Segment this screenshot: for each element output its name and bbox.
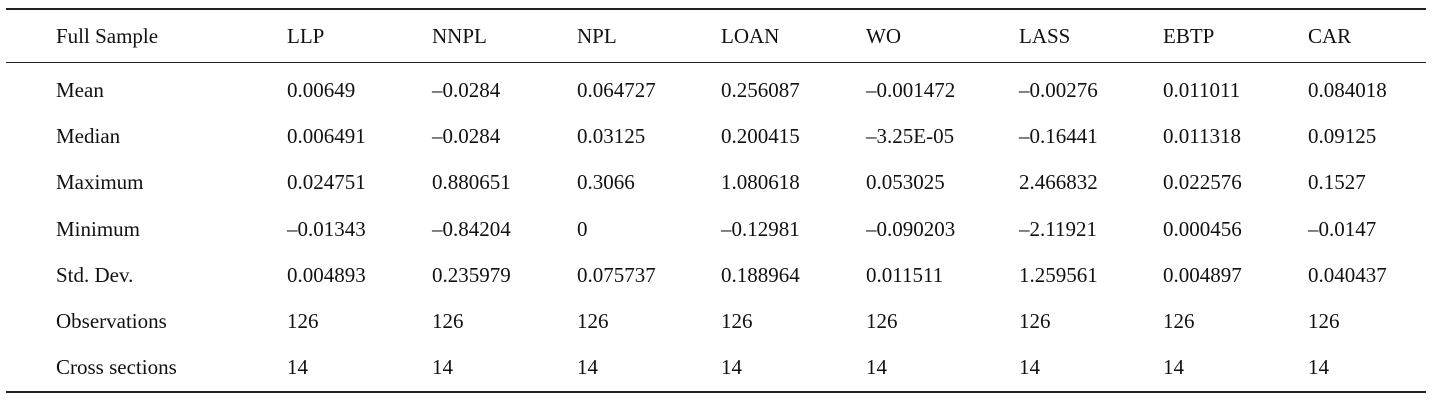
row-label: Observations: [56, 309, 167, 334]
table-cell: 1.080618: [721, 170, 800, 195]
row-label: Cross sections: [56, 355, 177, 380]
table-cell: 0.000456: [1163, 216, 1242, 241]
table-cell: 14: [1163, 355, 1184, 380]
table-cell: 0.064727: [577, 77, 656, 102]
table-cell: 126: [721, 309, 753, 334]
table-row-cross-sections: Cross sections 14 14 14 14 14 14 14 14: [6, 345, 1426, 393]
header-nnpl: NNPL: [432, 23, 487, 48]
summary-statistics-table: Full Sample LLP NNPL NPL LOAN WO LASS EB…: [6, 8, 1426, 393]
row-label: Std. Dev.: [56, 262, 134, 287]
summary-statistics-table-container: Full Sample LLP NNPL NPL LOAN WO LASS EB…: [6, 8, 1426, 393]
table-cell: 0.084018: [1308, 77, 1387, 102]
header-full-sample: Full Sample: [56, 23, 159, 48]
table-cell: 126: [287, 309, 319, 334]
table-cell: 0.880651: [432, 170, 511, 195]
table-cell: 14: [866, 355, 887, 380]
table-cell: 0.011511: [866, 262, 944, 287]
table-cell: 0: [577, 216, 588, 241]
table-cell: 14: [287, 355, 308, 380]
table-cell: 0.09125: [1308, 123, 1377, 148]
table-cell: 0.011011: [1163, 77, 1241, 102]
header-loan: LOAN: [721, 23, 780, 48]
header-npl: NPL: [577, 23, 617, 48]
table-body: Mean 0.00649 –0.0284 0.064727 0.256087 –…: [6, 63, 1426, 393]
table-cell: –0.00276: [1019, 77, 1098, 102]
header-car: CAR: [1308, 23, 1352, 48]
table-cell: 0.004897: [1163, 262, 1242, 287]
table-row-maximum: Maximum 0.024751 0.880651 0.3066 1.08061…: [6, 160, 1426, 206]
table-cell: –0.0147: [1308, 216, 1377, 241]
table-cell: 0.024751: [287, 170, 366, 195]
table-cell: –0.001472: [866, 77, 956, 102]
table-cell: –2.11921: [1019, 216, 1097, 241]
header-row: Full Sample LLP NNPL NPL LOAN WO LASS EB…: [6, 9, 1426, 63]
table-cell: –0.01343: [287, 216, 366, 241]
table-cell: 0.3066: [577, 170, 635, 195]
table-cell: 0.040437: [1308, 262, 1387, 287]
table-cell: 0.1527: [1308, 170, 1366, 195]
row-label: Minimum: [56, 216, 141, 241]
table-cell: 0.004893: [287, 262, 366, 287]
table-cell: 0.00649: [287, 77, 356, 102]
table-cell: 126: [866, 309, 898, 334]
table-cell: –0.0284: [432, 77, 501, 102]
table-cell: 126: [1308, 309, 1340, 334]
table-cell: –0.12981: [721, 216, 800, 241]
table-cell: 126: [432, 309, 464, 334]
table-cell: 0.256087: [721, 77, 800, 102]
table-cell: 0.022576: [1163, 170, 1242, 195]
table-cell: 126: [1163, 309, 1195, 334]
table-header: Full Sample LLP NNPL NPL LOAN WO LASS EB…: [6, 9, 1426, 63]
table-cell: 126: [577, 309, 609, 334]
table-cell: 14: [1308, 355, 1329, 380]
header-ebtp: EBTP: [1163, 23, 1215, 48]
table-cell: 0.03125: [577, 123, 646, 148]
row-label: Median: [56, 123, 121, 148]
row-label: Maximum: [56, 170, 144, 195]
table-cell: 0.200415: [721, 123, 800, 148]
table-row-minimum: Minimum –0.01343 –0.84204 0 –0.12981 –0.…: [6, 206, 1426, 252]
table-cell: 0.006491: [287, 123, 366, 148]
table-row-median: Median 0.006491 –0.0284 0.03125 0.200415…: [6, 113, 1426, 159]
header-llp: LLP: [287, 23, 325, 48]
table-cell: 0.235979: [432, 262, 511, 287]
table-cell: 14: [1019, 355, 1040, 380]
table-cell: –0.0284: [432, 123, 501, 148]
table-row-mean: Mean 0.00649 –0.0284 0.064727 0.256087 –…: [6, 63, 1426, 114]
table-row-observations: Observations 126 126 126 126 126 126 126…: [6, 298, 1426, 344]
table-cell: 14: [721, 355, 742, 380]
table-row-std-dev: Std. Dev. 0.004893 0.235979 0.075737 0.1…: [6, 252, 1426, 298]
table-cell: 14: [577, 355, 598, 380]
table-cell: –3.25E-05: [866, 123, 955, 148]
table-cell: –0.090203: [866, 216, 956, 241]
header-lass: LASS: [1019, 23, 1071, 48]
table-cell: 1.259561: [1019, 262, 1098, 287]
table-cell: 0.011318: [1163, 123, 1241, 148]
table-cell: –0.16441: [1019, 123, 1098, 148]
table-cell: –0.84204: [432, 216, 511, 241]
table-cell: 0.188964: [721, 262, 800, 287]
header-wo: WO: [866, 23, 901, 48]
table-cell: 2.466832: [1019, 170, 1098, 195]
table-cell: 0.075737: [577, 262, 656, 287]
row-label: Mean: [56, 77, 104, 102]
table-cell: 14: [432, 355, 453, 380]
table-cell: 0.053025: [866, 170, 945, 195]
table-cell: 126: [1019, 309, 1051, 334]
